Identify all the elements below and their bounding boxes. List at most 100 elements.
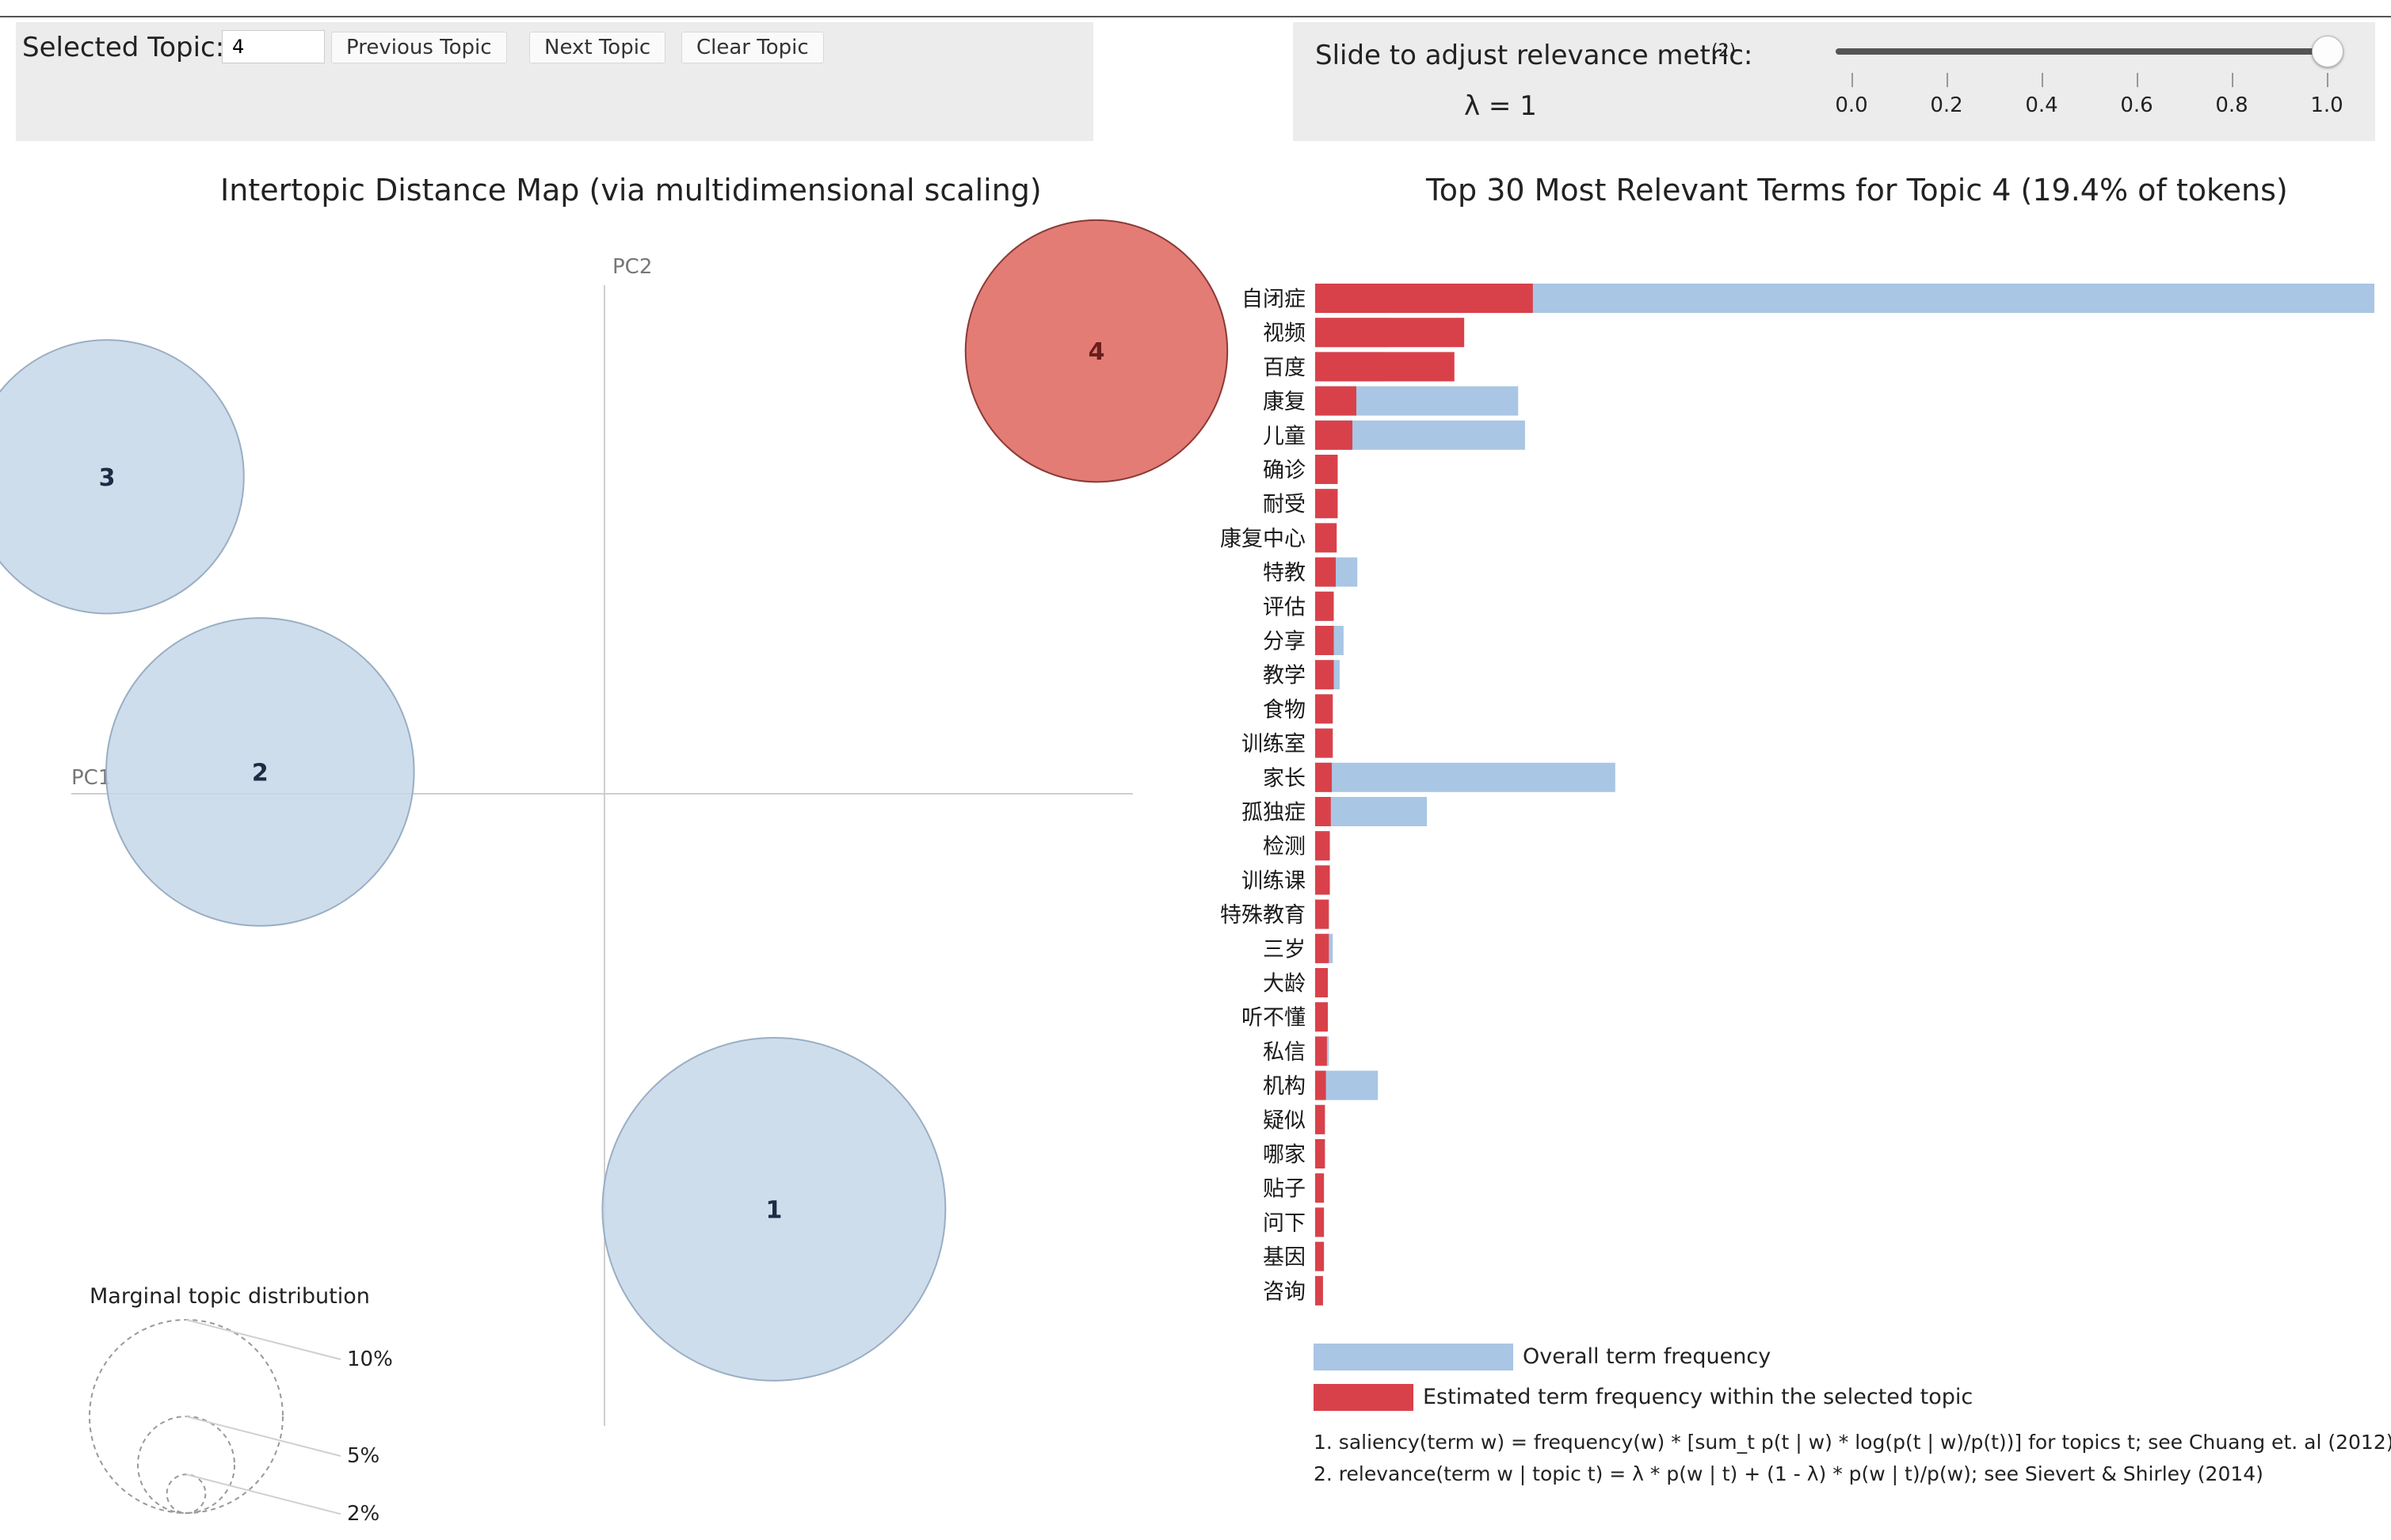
topic-control-panel: Selected Topic: Previous Topic Next Topi… [16,22,1093,141]
slider-tick [2137,73,2138,87]
clear-topic-button[interactable]: Clear Topic [681,32,824,63]
slider-tick [2232,73,2233,87]
term-label-23: 私信 [1263,1040,1306,1065]
bar-topic-29 [1315,1241,1325,1271]
bar-topic-14 [1315,728,1333,758]
bar-topic-13 [1315,694,1333,724]
topic-label-1: 1 [765,1196,782,1224]
relevance-footnote: 2. relevance(term w | topic t) = λ * p(w… [1314,1462,2263,1485]
term-label-12: 教学 [1263,664,1306,688]
bar-topic-21 [1315,968,1329,997]
marginal-legend-label: 10% [347,1348,393,1371]
bar-topic-2 [1315,318,1465,348]
term-label-13: 食物 [1263,698,1306,722]
intertopic-map-title: Intertopic Distance Map (via multidimens… [220,173,1042,208]
bar-topic-19 [1315,899,1329,929]
legend-overall-swatch [1314,1344,1513,1370]
legend-topic-swatch [1314,1384,1413,1411]
term-label-10: 评估 [1263,595,1306,619]
pc2-axis-label: PC2 [612,255,652,279]
intertopic-distance-map: PC1 PC2 1 2 3 4 Marginal topic distribution 10%… [0,219,1229,1526]
bar-topic-7 [1315,489,1338,519]
slider-tick-label: 0.2 [1930,93,1963,117]
selected-topic-label: Selected Topic: [22,32,225,63]
term-label-9: 特教 [1263,561,1306,585]
legend-overall-label: Overall term frequency [1523,1344,1771,1369]
marginal-legend-guide [185,1319,341,1360]
lambda-value-label: λ = 1 [1464,90,1537,122]
marginal-legend-label: 5% [347,1444,379,1468]
topic-label-4: 4 [1089,338,1105,366]
term-label-6: 确诊 [1263,459,1306,483]
saliency-footnote: 1. saliency(term w) = frequency(w) * [su… [1314,1431,2391,1454]
bar-topic-18 [1315,865,1330,895]
slider-tick-label: 0.8 [2215,93,2248,117]
bar-topic-20 [1315,933,1329,963]
bar-topic-4 [1315,386,1356,416]
term-label-14: 训练室 [1241,732,1306,757]
relevance-control-panel: Slide to adjust relevance metric: (2) λ … [1293,22,2375,141]
slider-tick [1947,73,1948,87]
bar-topic-16 [1315,797,1331,826]
marginal-legend-title: Marginal topic distribution [90,1284,370,1309]
topic-label-3: 3 [99,464,116,492]
bar-topic-15 [1315,762,1333,792]
term-label-26: 哪家 [1263,1143,1306,1168]
bar-overall-15 [1315,762,1615,792]
topic-label-2: 2 [252,759,269,787]
term-label-20: 三岁 [1263,937,1306,962]
term-label-25: 疑似 [1263,1108,1306,1133]
previous-topic-button[interactable]: Previous Topic [331,32,507,63]
bar-topic-27 [1315,1173,1325,1203]
term-label-18: 训练课 [1241,869,1306,894]
slider-footnote-ref: (2) [1711,41,1737,61]
legend-topic-label: Estimated term frequency within the sele… [1423,1385,1973,1409]
bar-topic-6 [1315,455,1338,484]
bar-topic-30 [1315,1275,1323,1306]
term-label-28: 问下 [1263,1211,1306,1236]
topic-circle-4 [964,219,1229,483]
slider-tick-label: 0.0 [1835,93,1868,117]
bar-topic-22 [1315,1002,1329,1032]
bar-topic-17 [1315,831,1330,861]
slider-tick [2042,73,2043,87]
bar-topic-24 [1315,1070,1326,1100]
slider-track [1836,48,2327,55]
relevance-slider[interactable]: 0.0 0.2 0.4 0.6 0.8 1.0 [1835,22,2343,141]
slider-tick [2327,73,2328,87]
bar-topic-25 [1315,1104,1325,1134]
bar-topic-1 [1315,284,1533,313]
selected-topic-input[interactable] [222,30,325,63]
bar-topic-8 [1315,523,1337,553]
bar-overall-16 [1315,797,1428,826]
term-label-1: 自闭症 [1241,288,1306,312]
term-chart-title: Top 30 Most Relevant Terms for Topic 4 (… [1426,173,2288,208]
bar-topic-23 [1315,1036,1327,1066]
marginal-legend-label: 2% [347,1502,379,1526]
term-label-27: 贴子 [1263,1177,1306,1202]
term-label-4: 康复 [1263,390,1306,414]
slider-label: Slide to adjust relevance metric: [1315,40,1753,71]
pc1-axis-label: PC1 [71,766,111,790]
marginal-legend-guide [185,1416,341,1457]
term-label-11: 分享 [1263,630,1306,654]
bar-topic-26 [1315,1139,1325,1168]
bar-topic-12 [1315,660,1334,690]
term-label-17: 检测 [1263,835,1306,860]
term-label-21: 大龄 [1263,972,1306,997]
term-label-29: 基因 [1263,1245,1306,1270]
slider-tick-label: 0.6 [2120,93,2153,117]
term-label-22: 听不懂 [1241,1006,1306,1031]
bar-topic-28 [1315,1207,1325,1237]
term-label-8: 康复中心 [1220,527,1306,551]
marginal-legend-guide [185,1473,341,1515]
bar-topic-5 [1315,420,1353,450]
term-label-16: 孤独症 [1241,801,1306,825]
term-label-7: 耐受 [1263,493,1306,517]
slider-tick [1851,73,1853,87]
slider-thumb[interactable] [2312,36,2343,67]
topic-circle-1 [601,1036,947,1382]
slider-tick-label: 1.0 [2310,93,2343,117]
next-topic-button[interactable]: Next Topic [529,32,666,63]
term-label-3: 百度 [1263,356,1306,380]
